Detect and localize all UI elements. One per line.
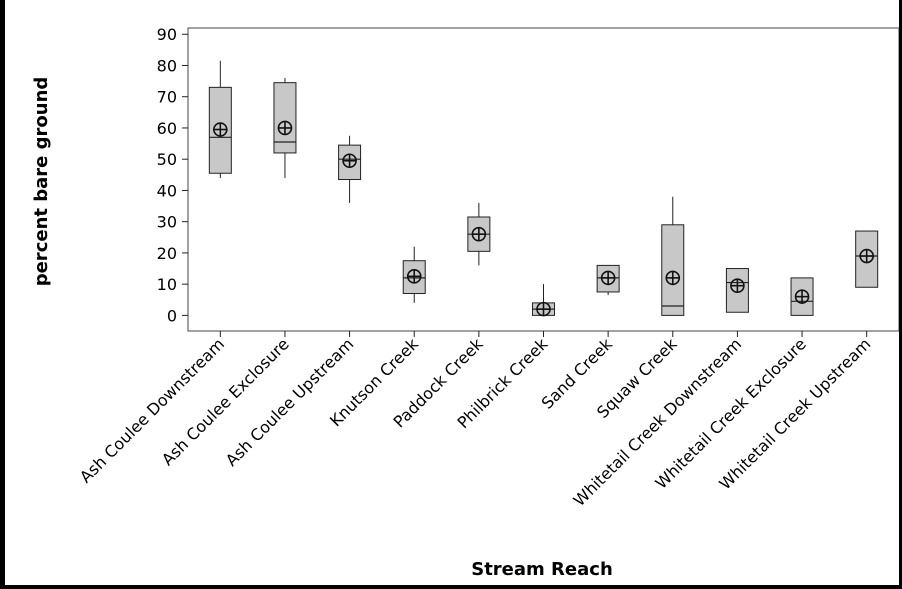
y-tick-label: 70 — [157, 88, 177, 107]
y-tick-label: 80 — [157, 56, 177, 75]
y-tick-label: 20 — [157, 244, 177, 263]
y-tick-label: 90 — [157, 25, 177, 44]
box — [273, 82, 297, 154]
y-tick-label: 50 — [157, 150, 177, 169]
plot-area-group — [187, 27, 899, 332]
box-group — [532, 284, 555, 317]
y-tick-label: 30 — [157, 213, 177, 232]
box-group — [855, 230, 879, 288]
box — [661, 224, 685, 316]
y-tick-label: 60 — [157, 119, 177, 138]
box-group — [208, 60, 232, 178]
x-tick-label: Ash Coulee Exclosure — [158, 334, 293, 469]
box-group — [402, 246, 426, 303]
y-tick-label: 0 — [167, 306, 177, 325]
box-group — [596, 264, 620, 296]
y-tick-label: 40 — [157, 181, 177, 200]
y-axis: 0 10 20 30 40 50 60 70 80 90 — [157, 25, 188, 325]
box-group — [273, 77, 297, 178]
box-group — [661, 196, 685, 316]
y-axis-title: percent bare ground — [31, 77, 52, 287]
box-group — [725, 268, 749, 313]
plot-area — [187, 27, 899, 332]
box-group — [338, 135, 362, 203]
y-tick-label: 10 — [157, 275, 177, 294]
x-tick-label: Ash Coulee Upstream — [222, 334, 358, 470]
box-group — [790, 277, 814, 316]
boxplot-chart: 0 10 20 30 40 50 60 70 80 90 Ash Coulee Downstrea… — [31, 25, 899, 580]
box-group — [467, 202, 491, 266]
x-axis-title: Stream Reach — [471, 559, 613, 580]
boxes — [208, 60, 879, 317]
